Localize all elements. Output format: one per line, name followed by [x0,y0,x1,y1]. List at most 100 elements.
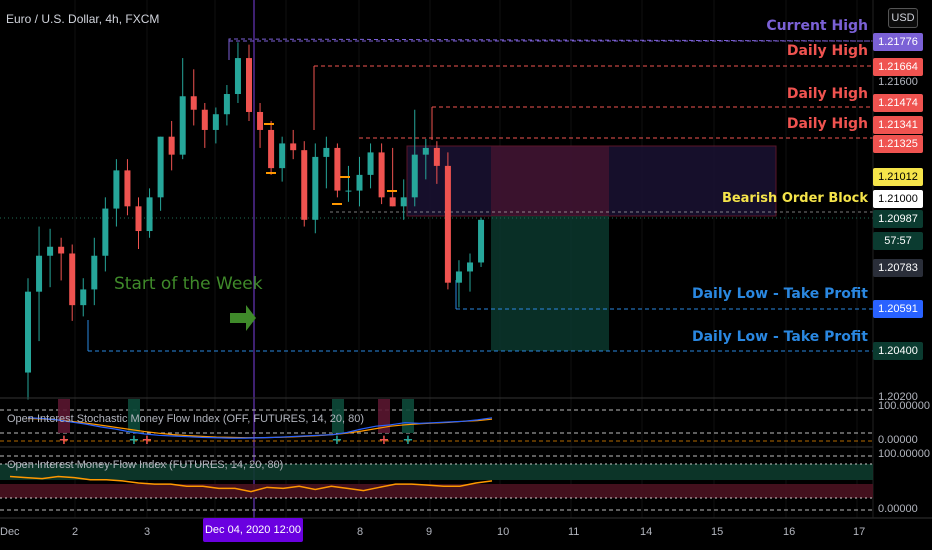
daily-high-label-2: Daily High [786,86,868,102]
level-lines [87,38,874,352]
ind2-axis-top: 100.00000 [878,448,930,460]
time-axis-label: 8 [357,526,364,538]
candle-body-29 [345,190,352,192]
ind1-mark-2: + [142,433,153,448]
price-tag: 1.21325 [873,135,923,153]
time-axis-label: 14 [640,526,653,538]
candles [25,42,485,400]
ind2-upper-zone [0,464,873,480]
current-high-line [228,38,874,42]
time-axis-label: 9 [426,526,433,538]
grid-lines [74,0,858,518]
start-week-arrow [230,305,256,331]
candle-body-10 [135,206,142,232]
candle-body-0 [25,291,31,373]
zones [0,145,873,351]
start-of-week-label: Start of the Week [114,274,263,294]
price-tag: 1.21474 [873,94,923,112]
indicator2-panel [0,455,873,511]
time-axis-label: 15 [711,526,724,538]
symbol-title[interactable]: Euro / U.S. Dollar, 4h, FXCM [6,12,160,26]
price-tag: 57:57 [873,232,923,250]
indicator1-panel: + + + + + + [0,399,873,448]
ind1-bar-2 [332,399,344,433]
candle-body-30 [356,174,363,191]
price-tag: 1.21000 [873,190,923,208]
time-axis-label: 10 [497,526,510,538]
time-axis-label: 17 [853,526,866,538]
ind1-mark-4: + [379,433,390,448]
candle-body-3 [58,246,65,254]
candle-body-28 [334,147,341,191]
price-tag: 1.21776 [873,33,923,51]
daily-high-label-1: Daily High [786,43,868,59]
candle-body-11 [146,197,153,232]
daily-low-label-1: Daily Low - Take Profit [691,286,868,302]
candle-body-32 [378,152,385,198]
ind1-bar-3 [378,399,390,433]
ind1-mark-5: + [403,433,414,448]
candle-body-15 [190,96,197,110]
candle-body-25 [301,150,308,220]
price-tag: 1.20400 [873,342,923,360]
time-axis-label: 3 [144,526,151,538]
ind1-bar-1 [128,399,140,433]
candle-body-41 [478,219,485,263]
time-axis-label: 2 [72,526,79,538]
candle-body-23 [279,143,286,169]
bearish-order-block-label: Bearish Order Block [721,191,868,206]
ind2-lower-zone [0,484,873,498]
candle-body-19 [234,58,241,95]
candle-body-33 [389,197,396,207]
candle-body-17 [212,114,219,130]
sell-zone-overlay [491,146,609,216]
indicator2-title[interactable]: Open Interest Money Flow Index (FUTURES,… [7,459,284,471]
candle-body-7 [102,208,109,256]
candle-body-31 [367,152,374,175]
ind2-axis-bottom: 0.00000 [878,503,918,515]
candle-body-21 [257,111,264,130]
candle-body-6 [91,255,98,290]
daily-high-label-3: Daily High [786,116,868,132]
candle-body-35 [411,154,418,198]
ind1-bar-0 [58,399,70,433]
candle-body-37 [433,147,440,166]
ind1-main-line [27,417,493,439]
time-axis-label: 16 [783,526,796,538]
candle-body-24 [290,143,297,151]
candle-body-12 [157,136,164,198]
candle-body-20 [246,58,252,112]
candle-body-14 [179,96,186,155]
candle-body-13 [168,136,175,155]
price-tag: 1.20200 [878,391,918,403]
candle-body-39 [455,271,462,283]
candle-body-4 [69,253,76,306]
candle-body-18 [223,94,230,115]
candle-body-2 [47,246,54,256]
take-profit-zone [491,216,609,351]
candle-body-9 [124,170,131,207]
price-tag: 1.20591 [873,300,923,318]
crosshair-date-label: Dec 04, 2020 12:00 [203,518,303,542]
time-axis-label: Dec [0,526,20,538]
candle-body-1 [36,255,43,292]
candle-body-34 [400,197,407,207]
ind2-mfi-line [9,475,493,493]
price-tag: 1.21664 [873,58,923,76]
arrow-right-icon [230,305,256,331]
price-tag: 1.21012 [873,168,923,186]
candle-body-40 [467,262,473,272]
ind1-bar-4 [402,399,414,433]
candle-body-36 [422,147,429,155]
candle-body-8 [113,170,120,209]
candle-body-16 [201,109,208,130]
price-tag: 1.20987 [873,210,923,228]
ind1-mark-3: + [332,433,343,448]
indicator1-title[interactable]: Open Interest Stochastic Money Flow Inde… [7,413,365,425]
currency-button[interactable]: USD [888,8,918,28]
current-high-label: Current High [766,18,868,34]
candle-body-38 [444,165,451,283]
ind1-axis-top: 100.00000 [878,400,930,412]
